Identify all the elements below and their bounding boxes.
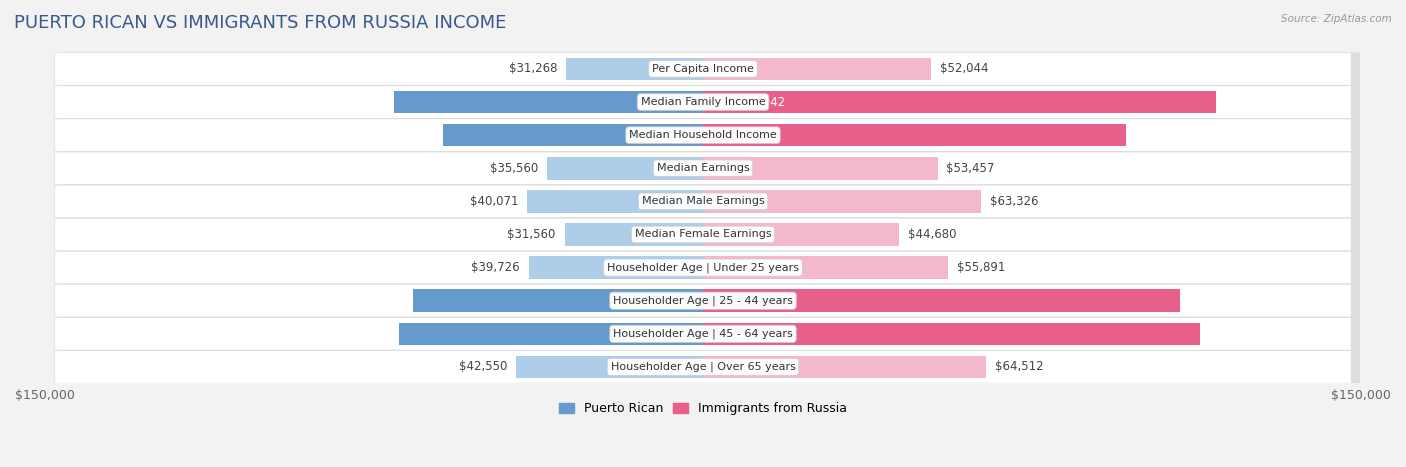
FancyBboxPatch shape [63,152,1360,185]
Bar [565,57,703,80]
Bar [703,91,1216,113]
Bar [703,223,898,246]
Text: $116,942: $116,942 [728,96,785,108]
Bar [413,290,703,312]
Text: $31,268: $31,268 [509,63,557,75]
Bar [703,57,931,80]
Text: $65,996: $65,996 [640,294,689,307]
Text: $69,234: $69,234 [640,327,688,340]
Bar [399,323,703,345]
FancyBboxPatch shape [63,185,1360,218]
FancyBboxPatch shape [63,284,1360,317]
Text: $113,215: $113,215 [728,327,783,340]
FancyBboxPatch shape [63,251,1360,284]
Text: Median Family Income: Median Family Income [641,97,765,107]
Text: $52,044: $52,044 [941,63,988,75]
Text: $63,326: $63,326 [990,195,1038,208]
Text: Householder Age | 45 - 64 years: Householder Age | 45 - 64 years [613,329,793,339]
FancyBboxPatch shape [63,350,1360,383]
Text: $31,560: $31,560 [508,228,555,241]
Text: PUERTO RICAN VS IMMIGRANTS FROM RUSSIA INCOME: PUERTO RICAN VS IMMIGRANTS FROM RUSSIA I… [14,14,506,32]
FancyBboxPatch shape [63,52,1360,85]
FancyBboxPatch shape [63,119,1360,152]
Text: Per Capita Income: Per Capita Income [652,64,754,74]
Bar [703,124,1126,146]
FancyBboxPatch shape [55,218,1351,251]
Text: Source: ZipAtlas.com: Source: ZipAtlas.com [1281,14,1392,24]
Text: Median Male Earnings: Median Male Earnings [641,196,765,206]
Legend: Puerto Rican, Immigrants from Russia: Puerto Rican, Immigrants from Russia [554,397,852,420]
Bar [703,356,986,378]
Bar [529,256,703,279]
Bar [547,157,703,179]
Bar [703,256,948,279]
FancyBboxPatch shape [63,85,1360,119]
FancyBboxPatch shape [63,218,1360,251]
FancyBboxPatch shape [55,53,1351,85]
FancyBboxPatch shape [63,317,1360,350]
Text: Householder Age | Under 25 years: Householder Age | Under 25 years [607,262,799,273]
Text: Householder Age | Over 65 years: Householder Age | Over 65 years [610,361,796,372]
Text: Median Household Income: Median Household Income [628,130,778,140]
Text: Householder Age | 25 - 44 years: Householder Age | 25 - 44 years [613,296,793,306]
Text: $39,726: $39,726 [471,261,520,274]
Bar [443,124,703,146]
FancyBboxPatch shape [55,86,1351,118]
Text: $40,071: $40,071 [470,195,519,208]
Text: Median Earnings: Median Earnings [657,163,749,173]
Text: $64,512: $64,512 [995,361,1043,374]
Bar [516,356,703,378]
FancyBboxPatch shape [55,152,1351,184]
Text: $70,423: $70,423 [640,96,688,108]
Bar [703,323,1199,345]
FancyBboxPatch shape [55,251,1351,284]
Text: $96,378: $96,378 [724,128,773,142]
Text: Median Female Earnings: Median Female Earnings [634,229,772,240]
Bar [703,157,938,179]
Text: $59,197: $59,197 [641,128,690,142]
Bar [394,91,703,113]
Text: $53,457: $53,457 [946,162,994,175]
Bar [703,290,1180,312]
FancyBboxPatch shape [55,119,1351,151]
Text: $44,680: $44,680 [908,228,956,241]
Text: $42,550: $42,550 [460,361,508,374]
Bar [703,190,981,212]
Bar [565,223,703,246]
FancyBboxPatch shape [55,318,1351,350]
Text: $55,891: $55,891 [957,261,1005,274]
FancyBboxPatch shape [55,185,1351,218]
Text: $35,560: $35,560 [489,162,538,175]
Bar [527,190,703,212]
FancyBboxPatch shape [55,351,1351,383]
Text: $108,751: $108,751 [727,294,783,307]
FancyBboxPatch shape [55,284,1351,317]
